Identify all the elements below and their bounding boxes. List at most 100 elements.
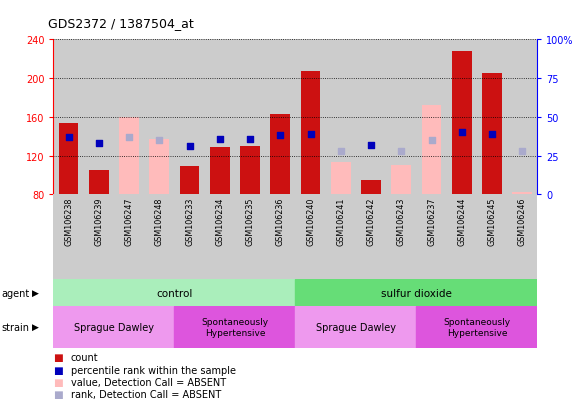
Bar bbox=[53, 40, 84, 195]
Point bbox=[336, 148, 346, 155]
Bar bbox=[84, 195, 114, 280]
Point bbox=[518, 148, 527, 155]
Bar bbox=[205, 40, 235, 195]
Bar bbox=[386, 40, 417, 195]
Text: GSM106242: GSM106242 bbox=[367, 197, 375, 246]
Text: GSM106243: GSM106243 bbox=[397, 197, 406, 246]
Bar bbox=[296, 195, 326, 280]
Text: GSM106248: GSM106248 bbox=[155, 197, 164, 246]
Bar bbox=[507, 40, 537, 195]
Bar bbox=[59, 123, 78, 195]
Text: GSM106239: GSM106239 bbox=[94, 197, 103, 246]
Bar bbox=[114, 195, 144, 280]
Bar bbox=[53, 195, 84, 280]
Bar bbox=[482, 74, 502, 195]
Point bbox=[185, 144, 194, 150]
Text: percentile rank within the sample: percentile rank within the sample bbox=[71, 365, 236, 375]
Point bbox=[215, 136, 224, 142]
Bar bbox=[144, 195, 174, 280]
Bar bbox=[149, 140, 169, 195]
Point bbox=[487, 131, 497, 138]
Bar bbox=[512, 193, 532, 195]
Text: ■: ■ bbox=[53, 377, 63, 387]
Bar bbox=[119, 117, 139, 195]
Bar bbox=[422, 106, 442, 195]
Bar bbox=[210, 147, 229, 195]
Text: Sprague Dawley: Sprague Dawley bbox=[74, 322, 154, 332]
Point bbox=[306, 131, 315, 138]
Bar bbox=[53, 280, 296, 306]
Bar bbox=[205, 195, 235, 280]
Point bbox=[275, 133, 285, 139]
Point bbox=[155, 138, 164, 144]
Text: sulfur dioxide: sulfur dioxide bbox=[381, 288, 452, 298]
Text: ▶: ▶ bbox=[32, 323, 39, 332]
Text: GSM106234: GSM106234 bbox=[216, 197, 224, 246]
Bar bbox=[477, 40, 507, 195]
Text: GSM106235: GSM106235 bbox=[246, 197, 254, 246]
Bar bbox=[84, 40, 114, 195]
Text: GDS2372 / 1387504_at: GDS2372 / 1387504_at bbox=[48, 17, 193, 30]
Bar bbox=[417, 306, 537, 348]
Bar bbox=[447, 40, 477, 195]
Bar bbox=[174, 195, 205, 280]
Text: GSM106247: GSM106247 bbox=[124, 197, 134, 246]
Text: GSM106240: GSM106240 bbox=[306, 197, 315, 246]
Bar bbox=[235, 195, 265, 280]
Bar bbox=[114, 40, 144, 195]
Point bbox=[94, 140, 103, 147]
Text: Sprague Dawley: Sprague Dawley bbox=[316, 322, 396, 332]
Text: GSM106233: GSM106233 bbox=[185, 197, 194, 246]
Text: GSM106237: GSM106237 bbox=[427, 197, 436, 246]
Text: GSM106236: GSM106236 bbox=[276, 197, 285, 246]
Bar bbox=[301, 72, 320, 195]
Bar bbox=[417, 195, 447, 280]
Text: rank, Detection Call = ABSENT: rank, Detection Call = ABSENT bbox=[71, 389, 221, 399]
Bar bbox=[361, 180, 381, 195]
Bar bbox=[235, 40, 265, 195]
Text: GSM106245: GSM106245 bbox=[487, 197, 497, 246]
Bar bbox=[180, 167, 199, 195]
Bar bbox=[265, 195, 296, 280]
Point bbox=[245, 136, 254, 142]
Bar bbox=[296, 40, 326, 195]
Bar bbox=[326, 40, 356, 195]
Text: GSM106241: GSM106241 bbox=[336, 197, 345, 246]
Text: Spontaneously
Hypertensive: Spontaneously Hypertensive bbox=[443, 318, 511, 337]
Text: ■: ■ bbox=[53, 389, 63, 399]
Bar bbox=[326, 195, 356, 280]
Bar bbox=[89, 171, 109, 195]
Bar bbox=[174, 40, 205, 195]
Bar bbox=[296, 306, 417, 348]
Text: GSM106244: GSM106244 bbox=[457, 197, 467, 246]
Bar bbox=[265, 40, 296, 195]
Text: control: control bbox=[156, 288, 193, 298]
Point bbox=[367, 142, 376, 149]
Text: value, Detection Call = ABSENT: value, Detection Call = ABSENT bbox=[71, 377, 226, 387]
Text: ■: ■ bbox=[53, 365, 63, 375]
Text: agent: agent bbox=[1, 288, 30, 298]
Bar bbox=[452, 52, 472, 195]
Bar bbox=[144, 40, 174, 195]
Text: ■: ■ bbox=[53, 352, 63, 362]
Point bbox=[427, 138, 436, 144]
Point bbox=[397, 148, 406, 155]
Bar bbox=[356, 40, 386, 195]
Text: GSM106238: GSM106238 bbox=[64, 197, 73, 246]
Bar bbox=[174, 306, 296, 348]
Text: ▶: ▶ bbox=[32, 289, 39, 297]
Point bbox=[124, 134, 134, 141]
Point bbox=[457, 130, 467, 136]
Bar bbox=[271, 114, 290, 195]
Bar bbox=[240, 147, 260, 195]
Bar bbox=[331, 163, 351, 195]
Bar bbox=[477, 195, 507, 280]
Bar bbox=[392, 166, 411, 195]
Bar bbox=[296, 280, 537, 306]
Text: GSM106246: GSM106246 bbox=[518, 197, 527, 246]
Bar bbox=[386, 195, 417, 280]
Point bbox=[64, 134, 73, 141]
Bar bbox=[356, 195, 386, 280]
Text: strain: strain bbox=[1, 322, 29, 332]
Bar bbox=[53, 306, 174, 348]
